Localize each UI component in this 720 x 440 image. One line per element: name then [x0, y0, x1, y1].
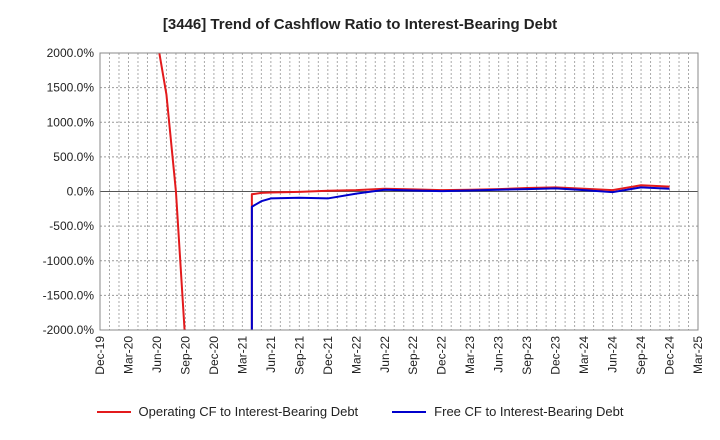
x-tick-label: Jun-23	[492, 336, 506, 373]
legend-label-free-cf: Free CF to Interest-Bearing Debt	[434, 404, 624, 419]
x-tick-label: Dec-19	[93, 336, 107, 375]
y-tick-label: 1000.0%	[47, 115, 95, 129]
y-tick-label: -500.0%	[49, 219, 94, 233]
x-tick-label: Sep-21	[292, 336, 306, 375]
x-tick-label: Mar-24	[577, 336, 591, 374]
legend-item-free-cf: Free CF to Interest-Bearing Debt	[392, 404, 623, 419]
x-tick-label: Jun-22	[378, 336, 392, 373]
x-tick-label: Sep-20	[178, 336, 192, 375]
x-tick-label: Dec-23	[549, 336, 563, 375]
legend-item-operating-cf: Operating CF to Interest-Bearing Debt	[96, 404, 359, 419]
x-tick-label: Mar-22	[349, 336, 363, 374]
legend-swatch-free-cf	[392, 410, 427, 413]
x-tick-label: Dec-22	[435, 336, 449, 375]
x-tick-label: Sep-24	[634, 336, 648, 375]
plot-frame	[99, 52, 699, 331]
x-tick-label: Sep-22	[406, 336, 420, 375]
y-tick-label: -1000.0%	[43, 254, 95, 268]
x-tick-label: Mar-20	[121, 336, 135, 374]
y-tick-label: -2000.0%	[43, 323, 95, 337]
legend-swatch-operating-cf	[96, 410, 131, 413]
series-line-free-cf	[250, 186, 670, 330]
x-tick-label: Dec-20	[207, 336, 221, 375]
legend: Operating CF to Interest-Bearing Debt Fr…	[0, 404, 720, 419]
chart-title: [3446] Trend of Cashflow Ratio to Intere…	[162, 16, 558, 33]
y-tick-label: 500.0%	[53, 150, 94, 164]
y-tick-label: 2000.0%	[47, 46, 95, 60]
legend-label-operating-cf: Operating CF to Interest-Bearing Debt	[138, 404, 359, 419]
x-tick-label: Mar-21	[235, 336, 249, 374]
x-tick-label: Jun-24	[606, 336, 620, 373]
x-tick-label: Mar-23	[463, 336, 477, 374]
x-tick-label: Dec-21	[321, 336, 335, 375]
y-tick-label: -1500.0%	[43, 288, 95, 302]
y-tick-label: 0.0%	[67, 185, 95, 199]
x-tick-label: Sep-23	[520, 336, 534, 375]
x-tick-label: Jun-21	[264, 336, 278, 373]
x-tick-label: Dec-24	[663, 336, 677, 375]
x-tick-label: Jun-20	[150, 336, 164, 373]
y-tick-label: 1500.0%	[47, 81, 95, 95]
series-line-operating-cf	[158, 53, 670, 330]
x-tick-label: Mar-25	[691, 336, 705, 374]
